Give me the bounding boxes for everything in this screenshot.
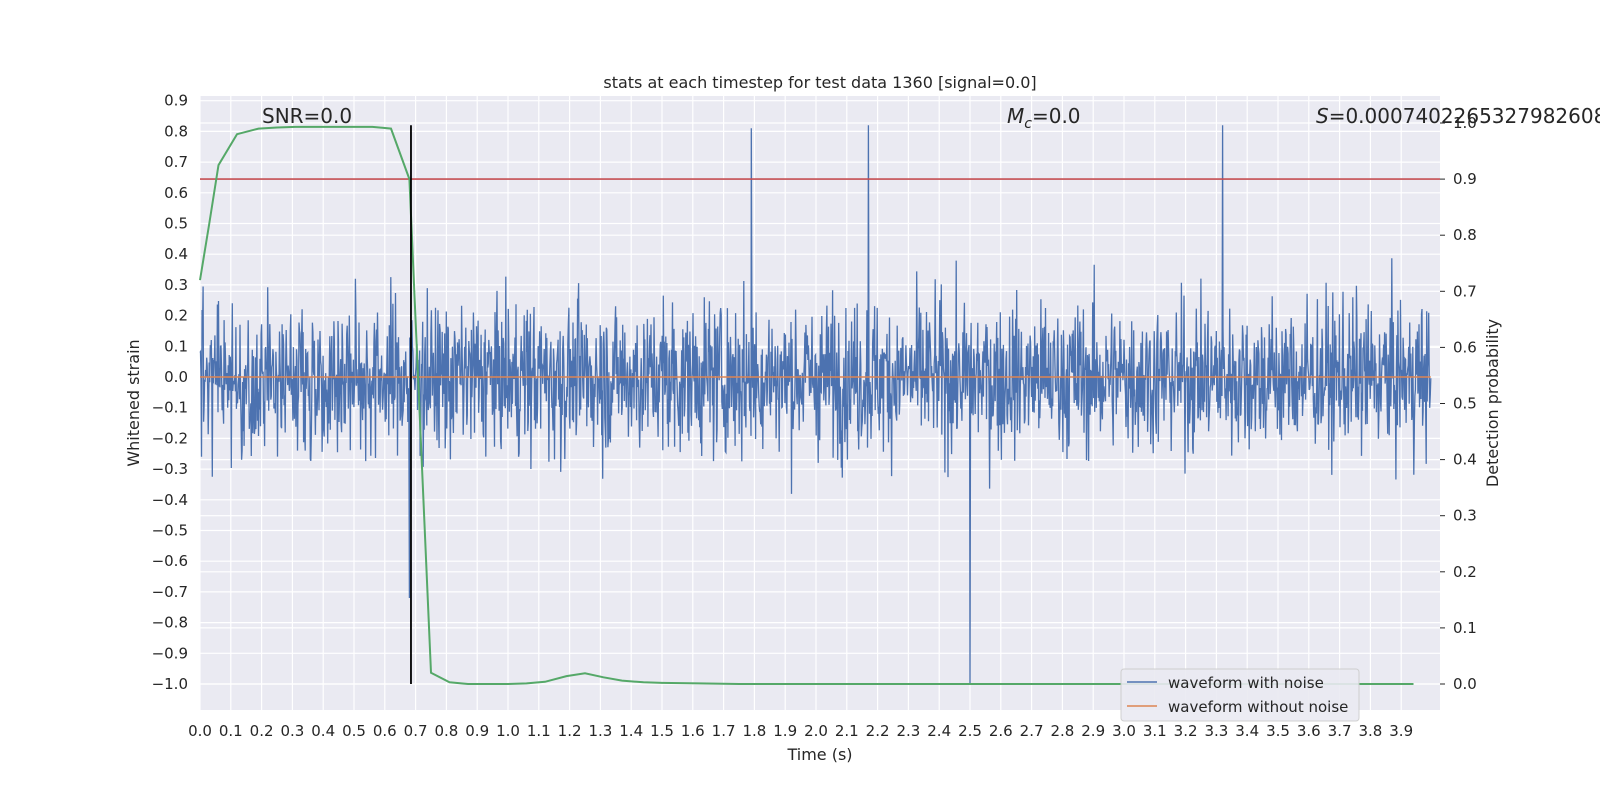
y-tick-label: 0.0 (164, 368, 188, 386)
x-tick-label: 2.9 (1081, 722, 1105, 740)
x-tick-label: 1.4 (619, 722, 643, 740)
x-tick-label: 1.8 (742, 722, 766, 740)
x-tick-label: 3.1 (1143, 722, 1167, 740)
y-tick-label: 0.2 (164, 307, 188, 325)
x-tick-label: 3.6 (1297, 722, 1321, 740)
x-tick-label: 0.4 (311, 722, 335, 740)
x-tick-label: 3.5 (1266, 722, 1290, 740)
y-tick-label: 0.4 (164, 245, 188, 263)
x-tick-label: 0.1 (219, 722, 243, 740)
detection-probability-line (199, 125, 1414, 685)
x-tick-label: 2.5 (958, 722, 982, 740)
waveform-with-noise-series (199, 125, 1432, 685)
x-tick-label: 3.4 (1235, 722, 1259, 740)
y-tick-label: 0.1 (164, 337, 188, 355)
right-tick-label: 0.7 (1453, 282, 1477, 300)
x-tick-label: 0.8 (434, 722, 458, 740)
right-tick-label: 1.0 (1453, 114, 1477, 132)
x-tick-label: 2.1 (835, 722, 859, 740)
x-tick-label: 0.9 (465, 722, 489, 740)
right-axis-label: Detection probability (1483, 319, 1502, 487)
x-tick-label: 1.7 (712, 722, 736, 740)
right-tick-label: 0.5 (1453, 395, 1477, 413)
x-tick-label: 3.0 (1112, 722, 1136, 740)
right-tick-label: 0.9 (1453, 170, 1477, 188)
right-tick-label: 0.3 (1453, 507, 1477, 525)
x-tick-label: 1.1 (527, 722, 551, 740)
right-tick-label: 0.4 (1453, 451, 1477, 469)
x-tick-label: 3.9 (1389, 722, 1413, 740)
mc-value: =0.0 (1032, 104, 1081, 128)
right-tick-label: 0.2 (1453, 563, 1477, 581)
chart-title: stats at each timestep for test data 136… (603, 73, 1036, 92)
legend: waveform with noise waveform without noi… (1120, 668, 1360, 722)
mc-subscript: c (1024, 116, 1032, 132)
x-tick-label: 2.7 (1020, 722, 1044, 740)
x-tick-label: 3.7 (1328, 722, 1352, 740)
x-tick-label: 2.0 (804, 722, 828, 740)
y-tick-label: 0.9 (164, 92, 188, 110)
x-tick-label: 2.3 (896, 722, 920, 740)
right-tick-label: 0.0 (1453, 675, 1477, 693)
x-axis-ticks: 0.0 0.1 0.2 0.3 0.4 0.5 0.6 0.7 0.8 0.9 1.0 1.1 1.2 1… (188, 722, 1413, 740)
x-tick-label: 2.4 (927, 722, 951, 740)
x-tick-label: 3.2 (1174, 722, 1198, 740)
legend-label-clean: waveform without noise (1168, 698, 1348, 716)
y-tick-label: 0.5 (164, 215, 188, 233)
right-tick-label: 0.1 (1453, 619, 1477, 637)
y-tick-label: 0.6 (164, 184, 188, 202)
x-tick-label: 1.3 (588, 722, 612, 740)
s-annotation: S=0.0007402265327982608 (1316, 104, 1600, 128)
right-tick-label: 0.6 (1453, 338, 1477, 356)
x-tick-label: 0.2 (250, 722, 274, 740)
x-tick-label: 2.2 (866, 722, 890, 740)
y-tick-label: −0.1 (152, 399, 188, 417)
x-tick-label: 0.5 (342, 722, 366, 740)
right-tick-label: 0.8 (1453, 226, 1477, 244)
x-tick-label: 3.3 (1204, 722, 1228, 740)
y-tick-label: −0.3 (152, 460, 188, 478)
legend-box (1120, 668, 1360, 722)
x-tick-label: 1.0 (496, 722, 520, 740)
x-tick-label: 0.0 (188, 722, 212, 740)
y-axis-ticks: 0.9 0.8 0.7 0.6 0.5 0.4 0.3 0.2 0.1 0.0 −0.1 −0.2 −0… (152, 92, 188, 693)
legend-label-noise: waveform with noise (1168, 674, 1324, 692)
x-tick-label: 0.6 (373, 722, 397, 740)
mc-symbol: M (1007, 104, 1024, 128)
y-tick-label: −0.6 (152, 552, 188, 570)
y-tick-label: −0.2 (152, 429, 188, 447)
x-tick-label: 0.3 (280, 722, 304, 740)
y-axis-label: Whitened strain (124, 339, 143, 466)
y-tick-label: −0.8 (152, 614, 188, 632)
x-tick-label: 1.6 (681, 722, 705, 740)
chirp-mass-annotation: Mc=0.0 (1007, 104, 1081, 132)
x-tick-label: 2.8 (1050, 722, 1074, 740)
x-tick-label: 3.8 (1358, 722, 1382, 740)
y-tick-label: −0.9 (152, 644, 188, 662)
overlay-lines (199, 125, 1440, 685)
y-tick-label: −0.4 (152, 491, 188, 509)
s-value: =0.0007402265327982608 (1329, 104, 1600, 128)
x-tick-label: 1.2 (558, 722, 582, 740)
y-tick-label: 0.8 (164, 122, 188, 140)
y-tick-label: 0.7 (164, 153, 188, 171)
y-tick-label: −0.5 (152, 522, 188, 540)
x-tick-label: 1.9 (773, 722, 797, 740)
y-tick-label: −1.0 (152, 675, 188, 693)
waveform-with-noise-line (199, 125, 1432, 685)
x-tick-label: 1.5 (650, 722, 674, 740)
snr-annotation: SNR=0.0 (262, 104, 352, 128)
y-tick-label: −0.7 (152, 583, 188, 601)
s-symbol: S (1316, 104, 1329, 128)
x-tick-label: 0.7 (404, 722, 428, 740)
x-axis-label: Time (s) (786, 745, 852, 764)
right-axis-ticks: 1.0 0.9 0.8 0.7 0.6 0.5 0.4 0.3 0.2 0.1 0.0 (1440, 114, 1477, 693)
y-tick-label: 0.3 (164, 276, 188, 294)
x-tick-label: 2.6 (989, 722, 1013, 740)
